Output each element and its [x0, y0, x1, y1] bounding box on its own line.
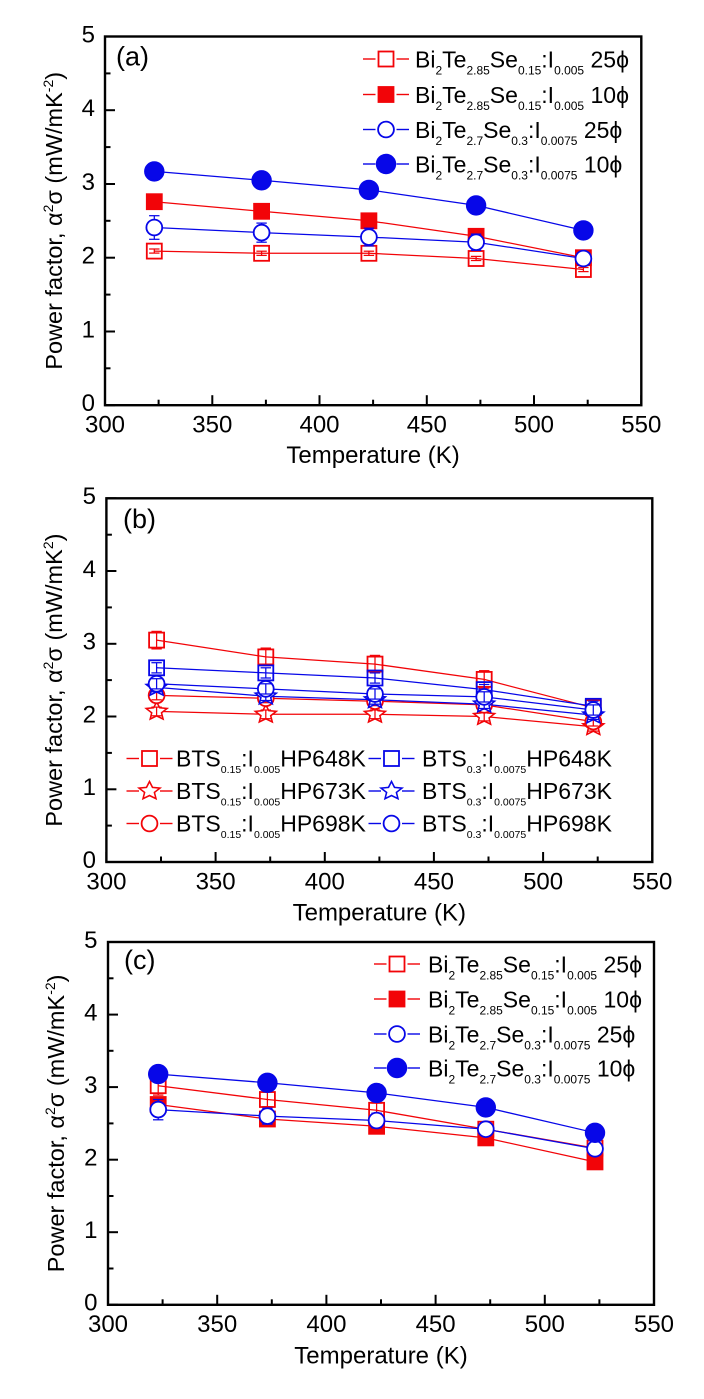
- svg-text:3: 3: [83, 629, 96, 656]
- svg-text:Power factor, α2​σ (mW/mK-2​): Power factor, α2​σ (mW/mK-2​): [40, 72, 67, 370]
- svg-text:500: 500: [525, 1311, 565, 1338]
- svg-text:0: 0: [83, 847, 96, 874]
- svg-text:5: 5: [83, 483, 96, 510]
- svg-text:300: 300: [88, 1311, 128, 1338]
- svg-text:400: 400: [305, 868, 345, 895]
- svg-text:300: 300: [85, 411, 125, 438]
- svg-text:400: 400: [299, 411, 339, 438]
- svg-text:450: 450: [414, 868, 454, 895]
- svg-text:Power factor, α2​σ (mW/mK2​): Power factor, α2​σ (mW/mK2​): [40, 534, 67, 827]
- svg-text:3: 3: [82, 169, 95, 196]
- svg-text:300: 300: [86, 868, 126, 895]
- svg-text:1: 1: [82, 316, 95, 343]
- svg-text:(a): (a): [116, 42, 149, 72]
- svg-text:350: 350: [192, 411, 232, 438]
- svg-text:550: 550: [621, 411, 661, 438]
- svg-text:4: 4: [83, 556, 96, 583]
- svg-text:2: 2: [84, 1145, 97, 1172]
- svg-text:500: 500: [514, 411, 554, 438]
- svg-text:5: 5: [82, 21, 95, 48]
- svg-text:Power factor, α2​σ (mW/mK-2​): Power factor, α2​σ (mW/mK-2​): [42, 975, 69, 1273]
- svg-text:350: 350: [196, 868, 236, 895]
- svg-text:350: 350: [197, 1311, 237, 1338]
- svg-text:0: 0: [82, 390, 95, 417]
- svg-text:Bi2​Te2.7​Se0.3​:I0.0075​ 25ϕ: Bi2​Te2.7​Se0.3​:I0.0075​ 25ϕ: [428, 1022, 635, 1053]
- svg-text:4: 4: [82, 95, 95, 122]
- svg-text:550: 550: [632, 868, 672, 895]
- svg-text:450: 450: [407, 411, 447, 438]
- svg-text:500: 500: [523, 868, 563, 895]
- svg-text:Temperature (K): Temperature (K): [293, 900, 466, 927]
- svg-text:Temperature (K): Temperature (K): [294, 1343, 467, 1370]
- svg-text:400: 400: [306, 1311, 346, 1338]
- svg-text:1: 1: [83, 774, 96, 801]
- svg-text:5: 5: [84, 927, 97, 954]
- svg-text:1: 1: [84, 1217, 97, 1244]
- svg-text:450: 450: [416, 1311, 456, 1338]
- svg-text:2: 2: [83, 701, 96, 728]
- svg-text:(c): (c): [124, 945, 155, 975]
- svg-text:3: 3: [84, 1072, 97, 1099]
- svg-text:(b): (b): [123, 504, 156, 534]
- svg-text:550: 550: [634, 1311, 674, 1338]
- svg-text:0: 0: [84, 1290, 97, 1317]
- svg-text:Temperature (K): Temperature (K): [286, 442, 459, 469]
- svg-text:4: 4: [84, 999, 97, 1026]
- svg-text:2: 2: [82, 243, 95, 270]
